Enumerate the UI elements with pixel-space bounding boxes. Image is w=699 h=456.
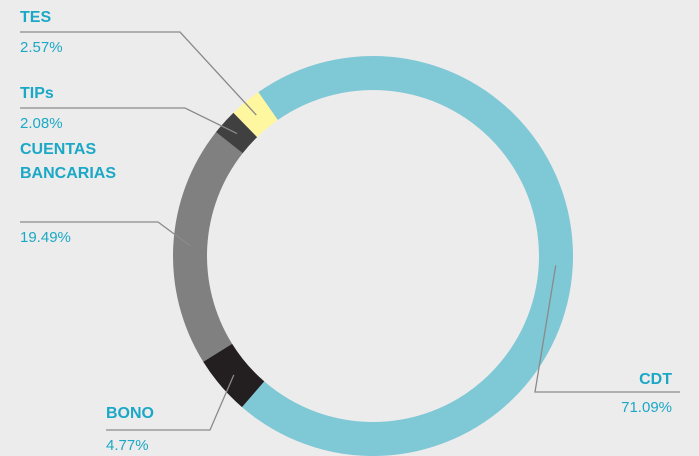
label-value: 2.08% xyxy=(20,115,63,132)
leader-line-tes xyxy=(20,31,257,116)
label-value: 19.49% xyxy=(20,229,71,246)
label-name: BANCARIAS xyxy=(20,165,116,182)
leader-lines xyxy=(20,31,680,431)
leader-line-bono xyxy=(106,374,235,431)
leader-line-tips xyxy=(20,107,238,135)
label-name: CDT xyxy=(639,371,672,388)
label-name: BONO xyxy=(106,405,154,422)
slice-label-cdt: CDT 71.09% xyxy=(621,371,672,416)
slice-label-bono: BONO 4.77% xyxy=(106,405,154,454)
slice-label-cuentas-bancarias: CUENTAS BANCARIAS 19.49% xyxy=(20,141,116,246)
label-name: CUENTAS xyxy=(20,141,96,158)
slice-label-tips: TIPs 2.08% xyxy=(20,85,63,132)
slice-cdt xyxy=(241,55,573,456)
label-value: 2.57% xyxy=(20,39,63,56)
label-name: TIPs xyxy=(20,85,54,102)
leader-line-cdt xyxy=(534,265,680,393)
slice-label-tes: TES 2.57% xyxy=(20,9,63,56)
slice-labels: CDT 71.09% BONO 4.77% CUENTAS BANCARIAS 19.49%… xyxy=(20,9,672,454)
label-value: 4.77% xyxy=(106,437,149,454)
leader-line-cuentas-bancarias xyxy=(20,221,191,247)
label-name: TES xyxy=(20,9,51,26)
donut-slices xyxy=(172,55,573,456)
label-value: 71.09% xyxy=(621,399,672,416)
slice-cuentas-bancarias xyxy=(172,132,243,362)
